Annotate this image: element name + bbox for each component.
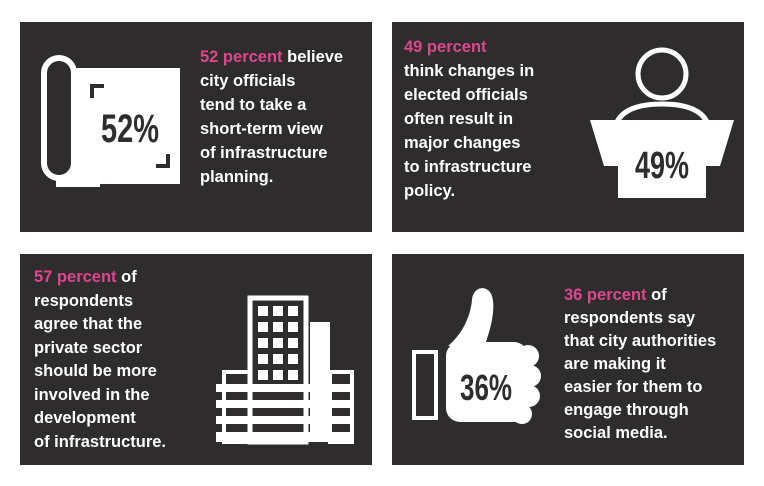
text-line: are making it bbox=[564, 355, 666, 373]
text-line: should be more bbox=[34, 362, 157, 380]
text-line: policy. bbox=[404, 182, 456, 200]
text-line: easier for them to bbox=[564, 378, 703, 396]
office-building-icon bbox=[216, 295, 354, 445]
stat-card-57: 57 percent of respondents agree that the… bbox=[20, 254, 372, 465]
text-line: think changes in bbox=[404, 62, 535, 80]
text-line: development bbox=[34, 409, 136, 427]
stat-card-52: 52% 52 percent believe city officials te… bbox=[20, 22, 372, 232]
text-line: private sector bbox=[34, 338, 143, 357]
text-line: of infrastructure bbox=[200, 144, 328, 162]
text-line: often result in bbox=[404, 110, 514, 128]
text-line: to infrastructure bbox=[404, 158, 532, 176]
text-line: believe bbox=[287, 48, 344, 66]
text-line: city officials bbox=[200, 72, 296, 90]
text-line: planning. bbox=[200, 168, 274, 186]
text-line: respondents bbox=[34, 291, 134, 310]
text-line: that city authorities bbox=[564, 332, 717, 350]
text-line: involved in the bbox=[34, 385, 150, 404]
stat-description: 57 percent of respondents agree that the… bbox=[34, 266, 166, 454]
percent-badge: 36% bbox=[460, 367, 512, 408]
percent-highlight: 52 percent bbox=[200, 48, 283, 66]
stat-description: 36 percent of respondents say that city … bbox=[564, 284, 716, 445]
text-line: short-term view bbox=[200, 120, 323, 138]
stat-card-49: 49 percent think changes in elected offi… bbox=[392, 22, 744, 232]
percent-highlight: 49 percent bbox=[404, 38, 487, 56]
thumbs-up-icon: 36% bbox=[412, 288, 541, 424]
text-line: tend to take a bbox=[200, 96, 307, 114]
text-line: engage through bbox=[564, 401, 689, 419]
stat-description: 52 percent believe city officials tend t… bbox=[200, 45, 343, 189]
text-line: of bbox=[121, 268, 137, 286]
scroll-plan-icon: 52% bbox=[41, 55, 180, 187]
text-line: social media. bbox=[564, 424, 668, 442]
percent-highlight: 36 percent bbox=[564, 286, 647, 304]
text-line: of infrastructure. bbox=[34, 432, 167, 451]
speaker-podium-icon: 49% bbox=[590, 47, 734, 198]
percent-badge: 49% bbox=[635, 145, 689, 187]
percent-badge: 52% bbox=[101, 107, 159, 151]
percent-highlight: 57 percent bbox=[34, 268, 117, 286]
text-line: major changes bbox=[404, 134, 521, 152]
text-line: agree that the bbox=[34, 315, 143, 333]
text-line: respondents say bbox=[564, 309, 696, 327]
text-line: of bbox=[651, 286, 667, 304]
stat-description: 49 percent think changes in elected offi… bbox=[404, 35, 534, 203]
text-line: elected officials bbox=[404, 86, 528, 104]
stat-card-36: 36% 36 percent of respondents say that c… bbox=[392, 254, 744, 465]
